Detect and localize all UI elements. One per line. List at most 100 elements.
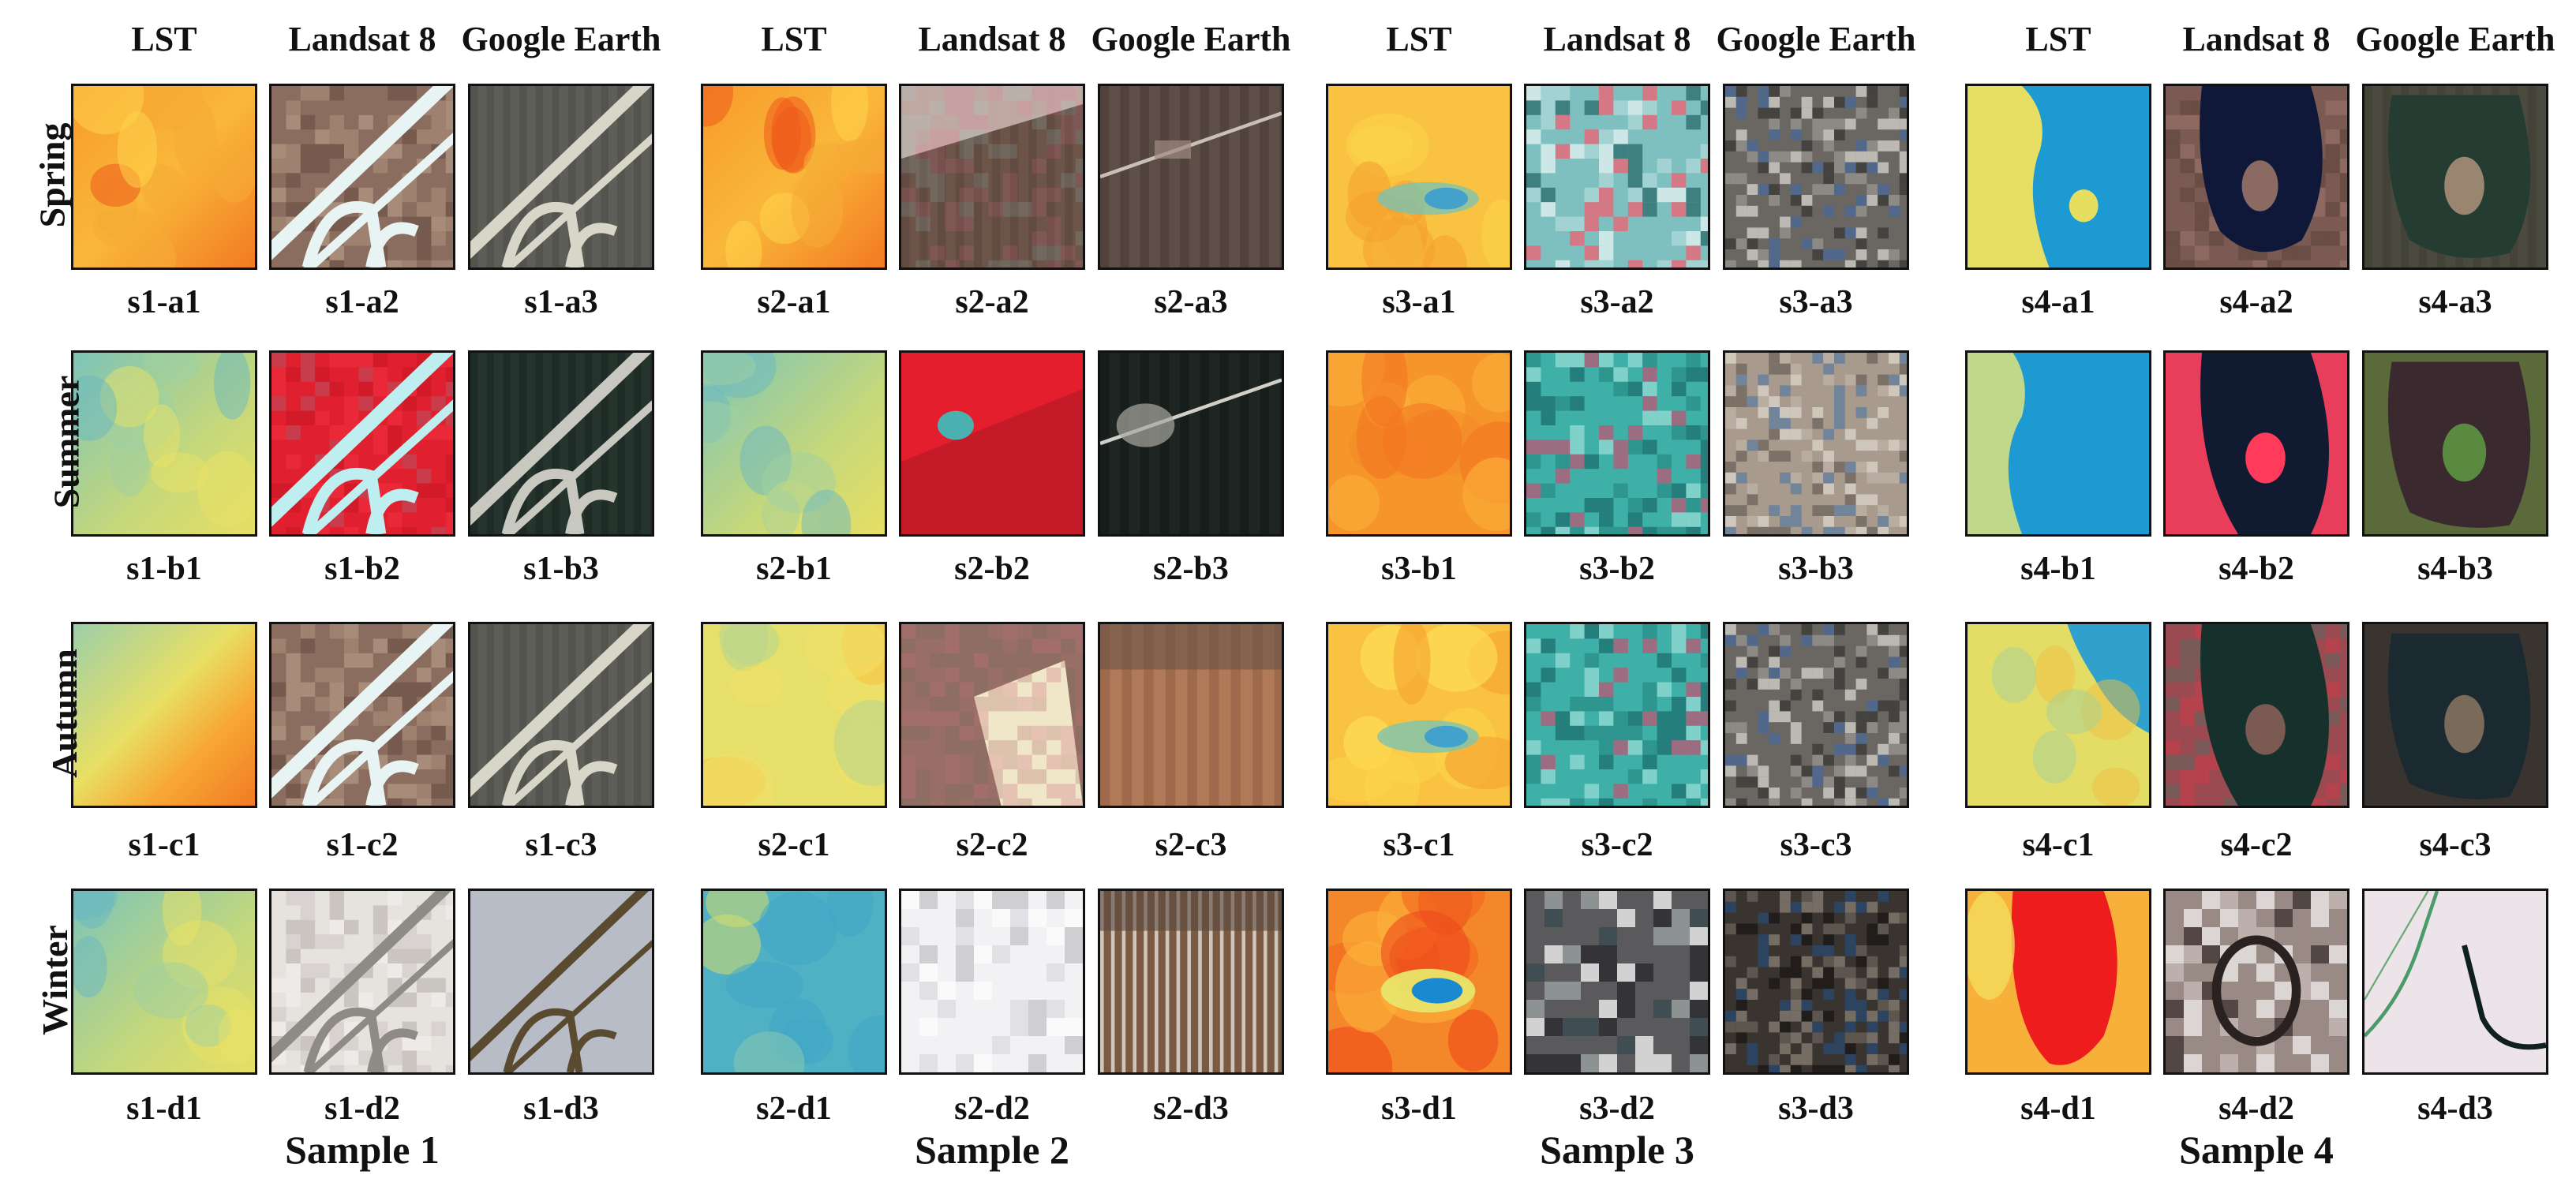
- tile-caption: s4-d3: [2417, 1091, 2493, 1127]
- image-tile-s3-b1: [1326, 350, 1512, 537]
- image-tile-s3-b3: [1723, 350, 1909, 537]
- season-label-text: Spring: [32, 122, 73, 228]
- image-tile-s1-d3: [468, 889, 654, 1075]
- tile-caption: s2-b1: [756, 551, 832, 587]
- tile-caption: s4-c3: [2419, 827, 2492, 863]
- tile-caption: s3-b1: [1381, 551, 1457, 587]
- image-tile-s3-a2: [1524, 84, 1710, 270]
- tile-caption: s4-c2: [2220, 827, 2293, 863]
- image-tile-s1-a1: [71, 84, 257, 270]
- sample-title: Sample 4: [2179, 1128, 2334, 1172]
- tile-caption: s1-a1: [127, 284, 201, 320]
- season-label-spring: Spring: [0, 123, 72, 228]
- tile-caption: s2-b2: [954, 551, 1030, 587]
- tile-caption: s2-c3: [1155, 827, 1227, 863]
- tile-caption: s4-c1: [2022, 827, 2095, 863]
- tile-caption: s1-d2: [324, 1091, 400, 1127]
- image-tile-s1-b2: [269, 350, 455, 537]
- season-label-summer: Summer: [0, 376, 86, 509]
- image-tile-s2-b3: [1098, 350, 1284, 537]
- column-header-google-earth: Google Earth: [1716, 20, 1916, 58]
- image-tile-s4-c3: [2362, 622, 2548, 808]
- tile-caption: s1-d1: [126, 1091, 202, 1127]
- column-header-lst: LST: [131, 20, 197, 58]
- image-tile-s2-c2: [899, 622, 1085, 808]
- tile-caption: s2-c1: [758, 827, 830, 863]
- tile-caption: s3-a2: [1580, 284, 1654, 320]
- image-tile-s3-d2: [1524, 889, 1710, 1075]
- sample-title: Sample 2: [915, 1128, 1069, 1172]
- image-tile-s4-d2: [2163, 889, 2349, 1075]
- tile-caption: s4-a1: [2021, 284, 2095, 320]
- column-header-lst: LST: [1386, 20, 1452, 58]
- image-tile-s3-b2: [1524, 350, 1710, 537]
- tile-caption: s1-c3: [525, 827, 597, 863]
- image-tile-s3-c2: [1524, 622, 1710, 808]
- image-tile-s4-d1: [1965, 889, 2151, 1075]
- image-tile-s1-b1: [71, 350, 257, 537]
- sample-title: Sample 1: [285, 1128, 440, 1172]
- tile-caption: s2-d3: [1153, 1091, 1229, 1127]
- image-tile-s4-a2: [2163, 84, 2349, 270]
- tile-caption: s4-a2: [2219, 284, 2293, 320]
- tile-caption: s1-a2: [325, 284, 399, 320]
- tile-caption: s3-a3: [1779, 284, 1853, 320]
- season-label-text: Summer: [46, 375, 87, 509]
- tile-caption: s4-b2: [2218, 551, 2294, 587]
- image-tile-s4-a1: [1965, 84, 2151, 270]
- image-tile-s2-b1: [701, 350, 887, 537]
- season-label-text: Autumn: [43, 649, 84, 778]
- image-tile-s1-a3: [468, 84, 654, 270]
- tile-caption: s2-a3: [1154, 284, 1228, 320]
- image-tile-s2-a3: [1098, 84, 1284, 270]
- image-tile-s1-c3: [468, 622, 654, 808]
- column-header-landsat8: Landsat 8: [1543, 20, 1691, 58]
- season-label-autumn: Autumn: [0, 649, 84, 778]
- column-header-landsat8: Landsat 8: [2182, 20, 2331, 58]
- image-tile-s4-b1: [1965, 350, 2151, 537]
- tile-caption: s3-c3: [1780, 827, 1852, 863]
- image-tile-s2-b2: [899, 350, 1085, 537]
- image-tile-s1-c1: [71, 622, 257, 808]
- tile-caption: s3-a1: [1382, 284, 1456, 320]
- tile-caption: s2-d2: [954, 1091, 1030, 1127]
- column-header-landsat8: Landsat 8: [288, 20, 436, 58]
- image-tile-s2-c3: [1098, 622, 1284, 808]
- sample-title: Sample 3: [1540, 1128, 1694, 1172]
- tile-caption: s3-c1: [1383, 827, 1455, 863]
- tile-caption: s2-d1: [756, 1091, 832, 1127]
- image-tile-s3-a1: [1326, 84, 1512, 270]
- image-tile-s4-c2: [2163, 622, 2349, 808]
- season-label-text: Winter: [34, 925, 75, 1035]
- image-tile-s1-d1: [71, 889, 257, 1075]
- tile-caption: s4-d2: [2218, 1091, 2294, 1127]
- image-tile-s3-c3: [1723, 622, 1909, 808]
- tile-caption: s3-b2: [1579, 551, 1655, 587]
- image-tile-s1-c2: [269, 622, 455, 808]
- tile-caption: s1-c1: [128, 827, 200, 863]
- image-tile-s4-a3: [2362, 84, 2548, 270]
- image-tile-s2-d3: [1098, 889, 1284, 1075]
- tile-caption: s1-b3: [523, 551, 599, 587]
- season-label-winter: Winter: [0, 925, 75, 1035]
- image-tile-s1-a2: [269, 84, 455, 270]
- image-tile-s3-d1: [1326, 889, 1512, 1075]
- tile-caption: s3-d1: [1381, 1091, 1457, 1127]
- tile-caption: s1-a3: [524, 284, 598, 320]
- tile-caption: s3-b3: [1778, 551, 1854, 587]
- tile-caption: s2-a1: [757, 284, 831, 320]
- tile-caption: s4-b1: [2020, 551, 2096, 587]
- image-tile-s4-c1: [1965, 622, 2151, 808]
- column-header-lst: LST: [761, 20, 827, 58]
- image-tile-s2-a1: [701, 84, 887, 270]
- tile-caption: s2-a2: [955, 284, 1029, 320]
- image-tile-s4-b3: [2362, 350, 2548, 537]
- image-tile-s3-a3: [1723, 84, 1909, 270]
- image-tile-s2-c1: [701, 622, 887, 808]
- tile-caption: s4-b3: [2417, 551, 2493, 587]
- image-tile-s3-c1: [1326, 622, 1512, 808]
- tile-caption: s3-c2: [1581, 827, 1653, 863]
- image-tile-s4-d3: [2362, 889, 2548, 1075]
- tile-caption: s2-c2: [956, 827, 1028, 863]
